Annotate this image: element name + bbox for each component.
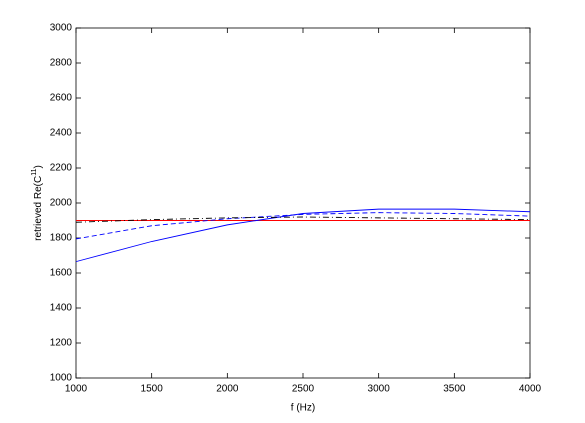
y-label-part: ) — [33, 165, 44, 168]
y-tick-label: 3000 — [50, 23, 73, 34]
y-tick-label: 1800 — [50, 233, 73, 244]
axes-box — [75, 27, 531, 379]
data-line — [75, 208, 531, 263]
x-tick-label: 3500 — [443, 384, 466, 395]
y-tick-label: 2000 — [50, 198, 73, 209]
y-tick-label: 2200 — [50, 163, 73, 174]
y-label-part: retrieved Re(C — [33, 176, 44, 241]
y-tick-label: 1400 — [50, 303, 73, 314]
y-label-superscript: 11 — [31, 168, 38, 175]
y-axis-label: retrieved Re(C11) — [31, 165, 44, 241]
x-tick-label: 1000 — [65, 384, 88, 395]
x-tick-label: 3000 — [368, 384, 391, 395]
x-tick-label: 2000 — [216, 384, 239, 395]
y-tick-label: 2600 — [50, 93, 73, 104]
x-tick-label: 2500 — [292, 384, 315, 395]
y-tick-label: 1200 — [50, 338, 73, 349]
x-tick-label: 1500 — [141, 384, 164, 395]
x-tick-label: 4000 — [519, 384, 542, 395]
y-tick-label: 1000 — [50, 373, 73, 384]
x-axis-label: f (Hz) — [291, 403, 315, 414]
data-line — [75, 216, 531, 223]
y-tick-label: 2400 — [50, 128, 73, 139]
data-line — [75, 212, 531, 240]
y-tick-label: 2800 — [50, 58, 73, 69]
y-tick-label: 1600 — [50, 268, 73, 279]
